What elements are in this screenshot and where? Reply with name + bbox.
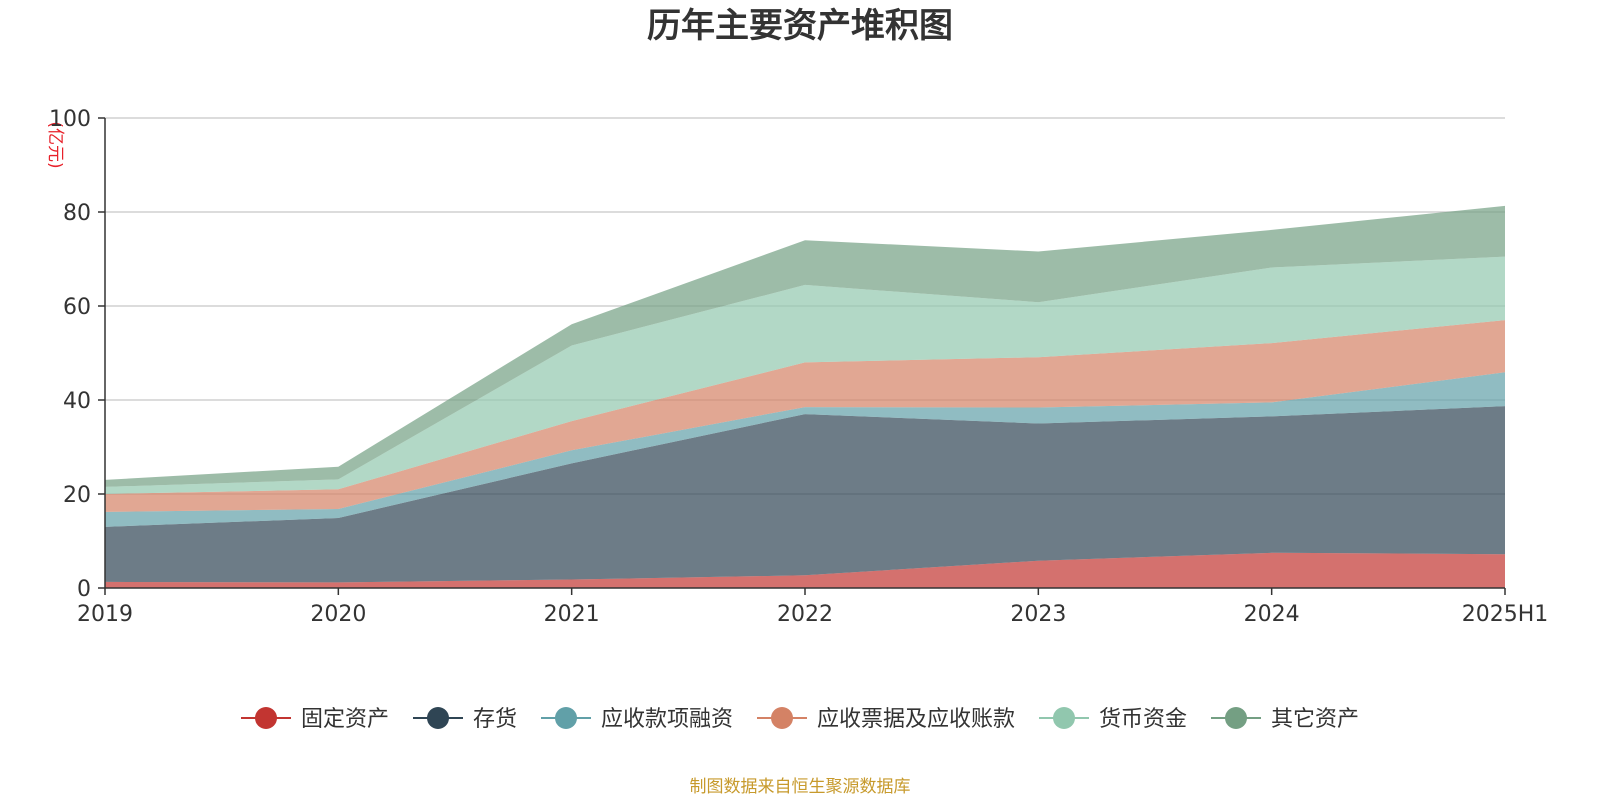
area-series-5 — [105, 205, 1505, 487]
legend-label: 货币资金 — [1099, 707, 1187, 732]
legend-item-3[interactable]: 应收票据及应收账款 — [757, 707, 1015, 732]
legend-circle-marker — [255, 707, 277, 729]
y-tick-label: 60 — [63, 295, 91, 320]
x-tick-label: 2022 — [777, 602, 833, 627]
y-axis-unit-label: (亿元) — [45, 121, 65, 168]
legend-item-2[interactable]: 应收款项融资 — [541, 707, 733, 732]
area-series-1 — [105, 406, 1505, 583]
legend-circle-marker — [1225, 707, 1247, 729]
area-series-4 — [105, 256, 1505, 494]
legend-item-0[interactable]: 固定资产 — [241, 707, 389, 732]
series-areas — [105, 205, 1505, 588]
axes: 0 20 40 60 80 100 2019 2020 2021 2022 2023 2024 2025… — [49, 107, 1548, 627]
legend-item-4[interactable]: 货币资金 — [1039, 707, 1187, 732]
legend-item-1[interactable]: 存货 — [413, 707, 517, 732]
area-series-0 — [105, 552, 1505, 588]
legend-circle-marker — [427, 707, 449, 729]
legend-label: 应收款项融资 — [601, 707, 733, 732]
data-source-note: 制图数据来自恒生聚源数据库 — [690, 777, 911, 797]
legend-circle-marker — [555, 707, 577, 729]
x-tick-label: 2019 — [77, 602, 133, 627]
legend-label: 其它资产 — [1271, 707, 1359, 732]
y-tick-label: 20 — [63, 483, 91, 508]
x-tick-label: 2024 — [1244, 602, 1300, 627]
x-tick-label: 2021 — [544, 602, 600, 627]
y-tick-label: 0 — [77, 577, 91, 602]
area-series-2 — [105, 372, 1505, 527]
area-series-3 — [105, 320, 1505, 512]
legend-label: 存货 — [473, 707, 517, 732]
legend-circle-marker — [1053, 707, 1075, 729]
legend-label: 应收票据及应收账款 — [817, 707, 1015, 732]
legend-item-5[interactable]: 其它资产 — [1211, 707, 1359, 732]
chart-title: 历年主要资产堆积图 — [647, 6, 953, 46]
legend-label: 固定资产 — [301, 707, 389, 732]
legend-circle-marker — [771, 707, 793, 729]
x-tick-label: 2025H1 — [1462, 602, 1549, 627]
legend: 固定资产 存货 应收款项融资 应收票据及应收账款 货币资金 其它资产 — [241, 707, 1359, 732]
y-tick-label: 100 — [49, 107, 91, 132]
y-tick-label: 40 — [63, 389, 91, 414]
x-tick-label: 2023 — [1010, 602, 1066, 627]
y-tick-label: 80 — [63, 201, 91, 226]
x-tick-label: 2020 — [310, 602, 366, 627]
